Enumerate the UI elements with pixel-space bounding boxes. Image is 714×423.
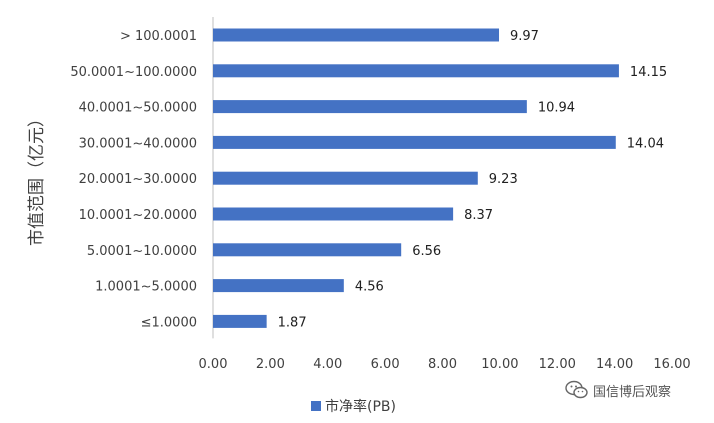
legend-swatch: [311, 401, 321, 411]
data-label: 9.23: [489, 172, 518, 187]
bar: [213, 279, 344, 293]
category-label: ≤1.0000: [141, 315, 197, 330]
bar: [213, 100, 527, 114]
legend-label: 市净率(PB): [325, 398, 396, 415]
category-label: 10.0001~20.0000: [79, 208, 197, 223]
data-label: 6.56: [412, 244, 441, 259]
bar: [213, 207, 454, 221]
category-label: 5.0001~10.0000: [87, 244, 197, 259]
data-label: 1.87: [278, 315, 307, 330]
data-label: 8.37: [464, 208, 493, 223]
x-tick-label: 16.00: [653, 357, 690, 372]
x-tick-label: 14.00: [596, 357, 633, 372]
x-tick-label: 10.00: [481, 357, 518, 372]
x-tick-label: 8.00: [428, 357, 457, 372]
x-tick-label: 0.00: [199, 357, 228, 372]
data-label: 4.56: [355, 280, 384, 295]
data-label: 14.04: [627, 136, 664, 151]
bar: [213, 135, 616, 149]
category-label: 50.0001~100.0000: [70, 65, 197, 80]
x-tick-label: 12.00: [539, 357, 576, 372]
data-labels: 9.97 14.15 10.94 14.04 9.23 8.37 6.56 4.56 1.87: [278, 29, 668, 330]
bar: [213, 243, 402, 257]
bar: [213, 171, 478, 185]
category-label: 20.0001~30.0000: [79, 172, 197, 187]
bars: [213, 28, 619, 328]
bar: [213, 64, 619, 78]
category-label: 30.0001~40.0000: [79, 136, 197, 151]
x-axis-tick-labels: 0.00 2.00 4.00 6.00 8.00 10.00 12.00 14.00 16.00: [199, 357, 691, 372]
watermark-text: 国信博后观察: [593, 384, 672, 400]
x-tick-label: 6.00: [371, 357, 400, 372]
data-label: 9.97: [510, 29, 539, 44]
category-label: > 100.0001: [120, 29, 197, 44]
data-label: 10.94: [538, 101, 575, 116]
category-labels: > 100.0001 50.0001~100.0000 40.0001~50.000…: [70, 29, 197, 330]
x-tick-label: 4.00: [313, 357, 342, 372]
category-label: 40.0001~50.0000: [79, 101, 197, 116]
data-label: 14.15: [630, 65, 667, 80]
wechat-icon: [565, 380, 588, 399]
category-label: 1.0001~5.0000: [95, 280, 197, 295]
bar: [213, 314, 267, 328]
x-tick-label: 2.00: [256, 357, 285, 372]
watermark: 国信博后观察: [565, 380, 671, 400]
bar: [213, 28, 500, 42]
y-axis-title: 市值范围（亿元）: [27, 110, 47, 246]
legend: 市净率(PB): [311, 398, 396, 415]
